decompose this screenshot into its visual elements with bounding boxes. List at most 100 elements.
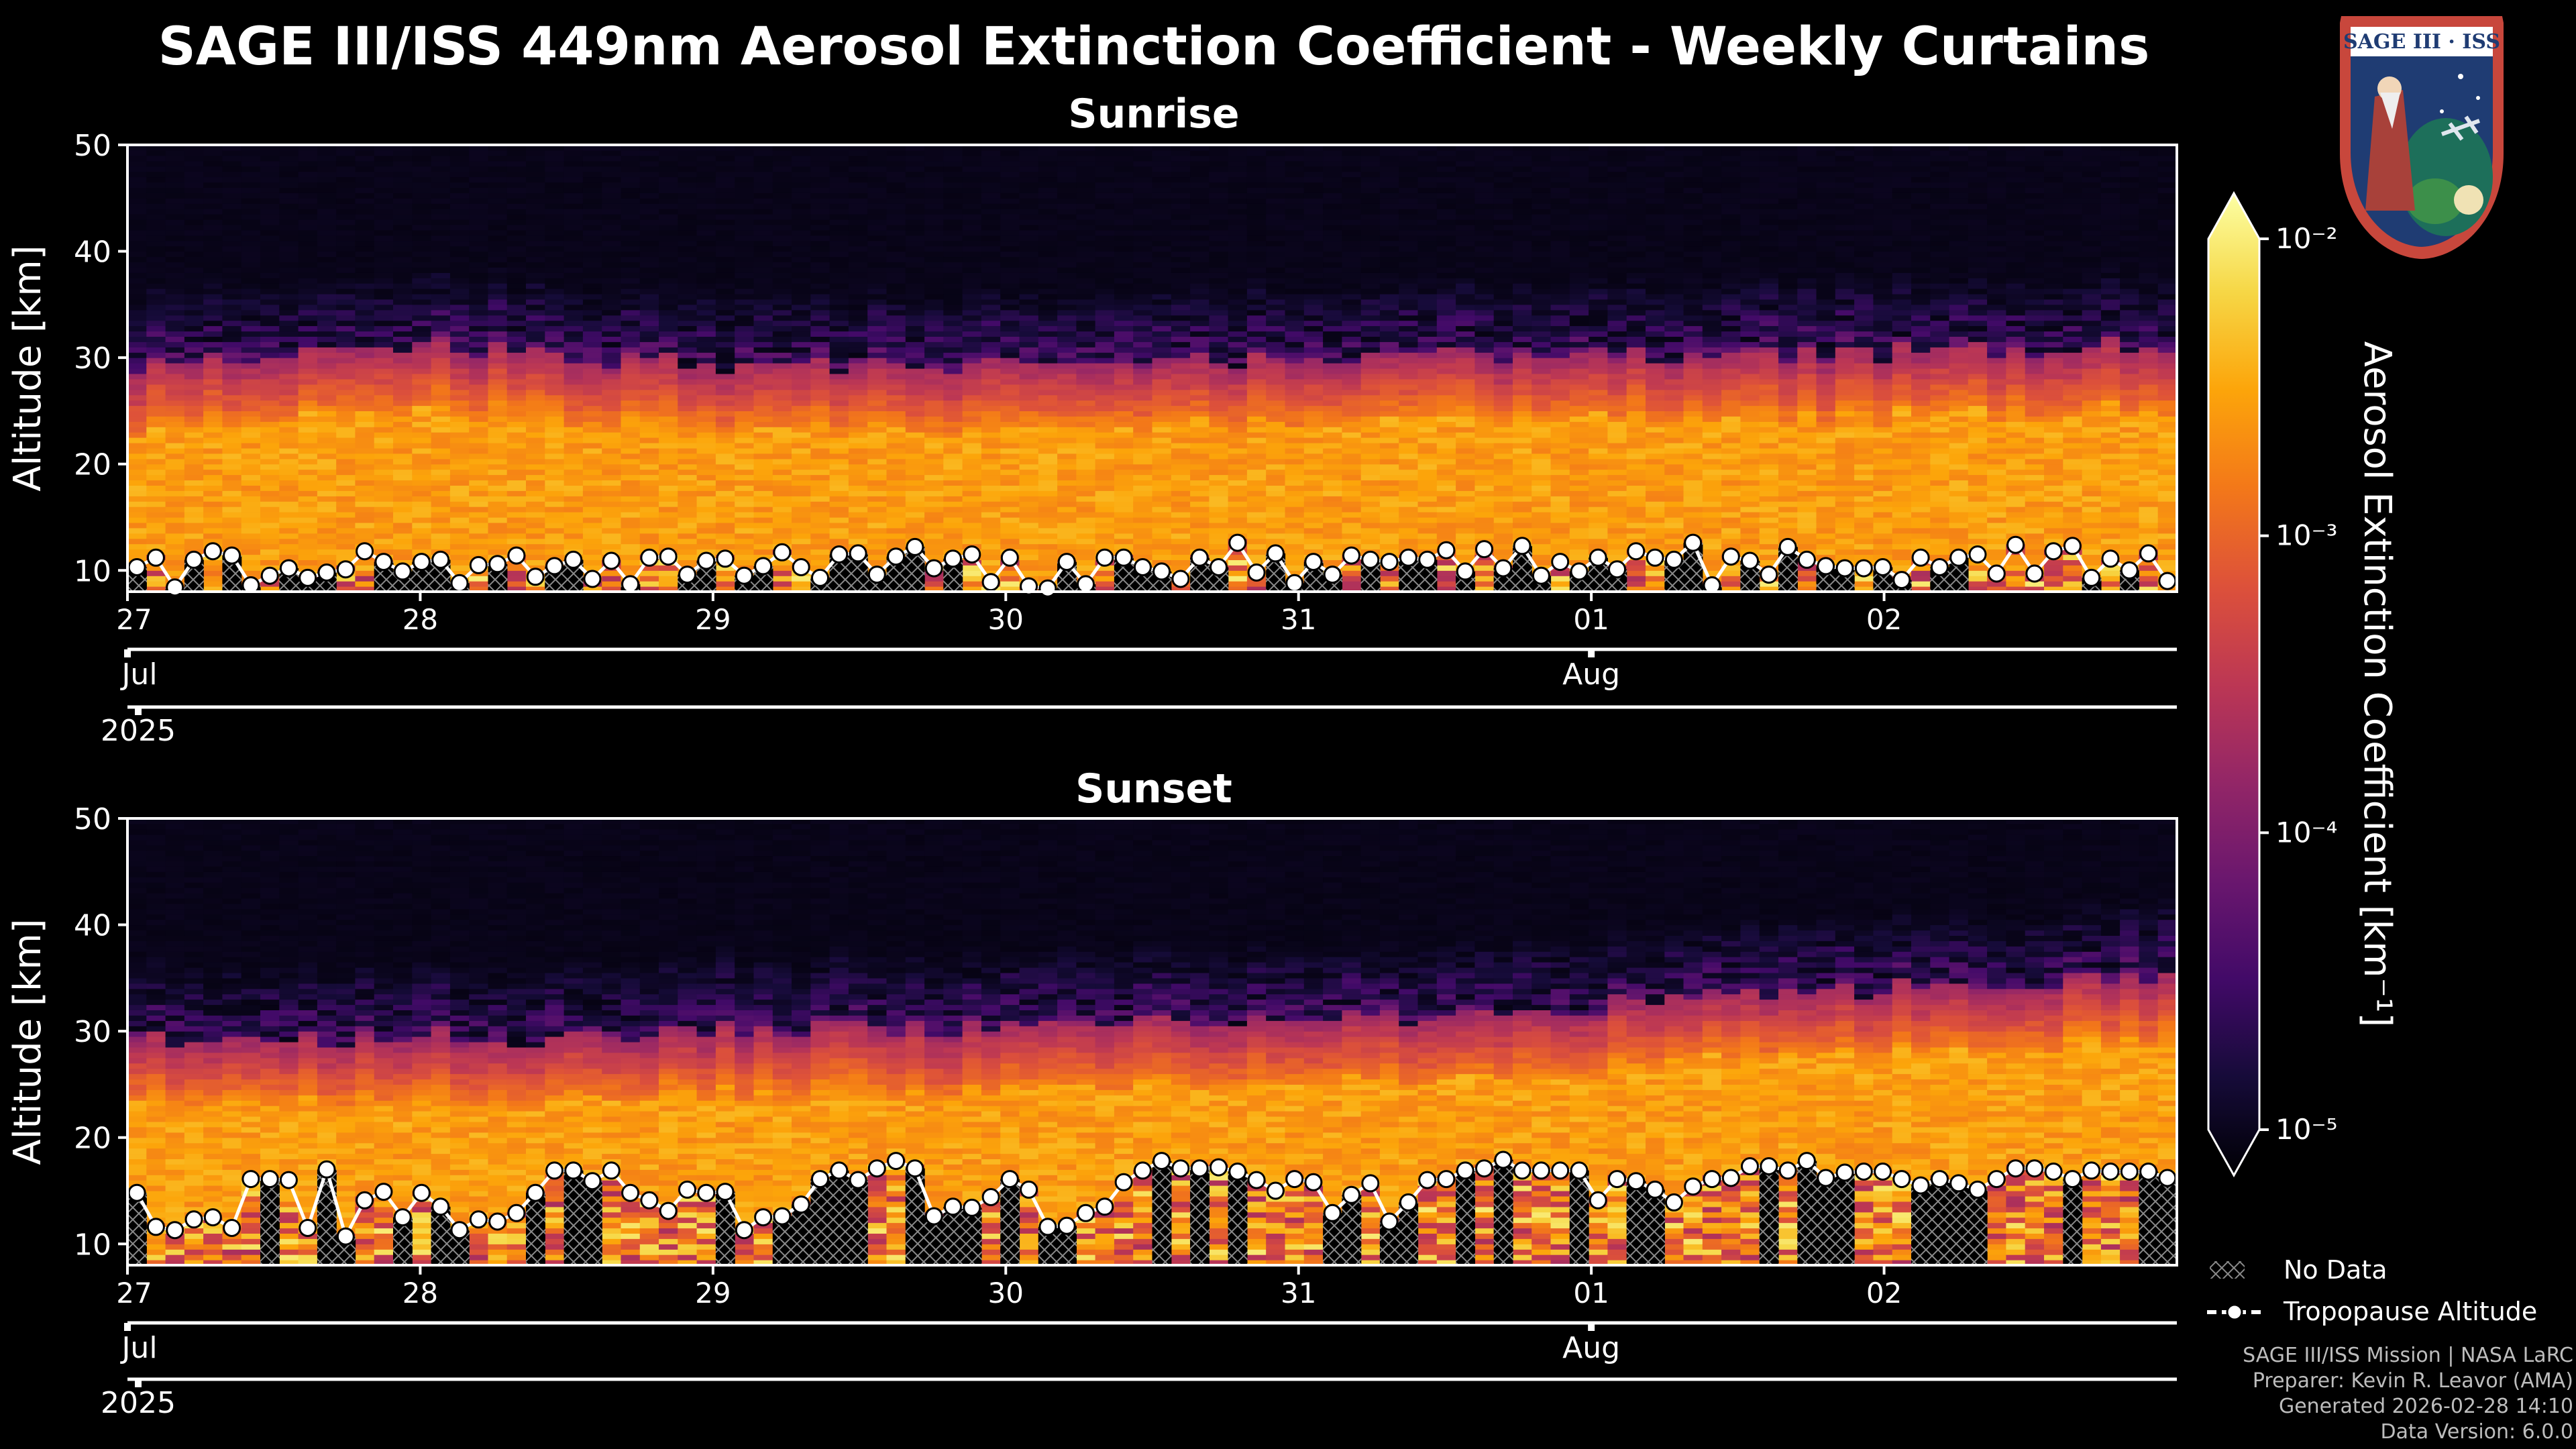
sunrise-heatmap-cell <box>848 416 868 422</box>
sunrise-heatmap-cell <box>1152 549 1172 555</box>
sunrise-heatmap-cell <box>203 485 223 491</box>
sunrise-heatmap-cell <box>1076 262 1096 268</box>
sunrise-heatmap-cell <box>829 283 849 289</box>
sunrise-heatmap-cell <box>222 517 242 523</box>
sunrise-heatmap-cell <box>639 416 659 422</box>
sunrise-heatmap-cell <box>639 182 659 188</box>
sunrise-heatmap-cell <box>792 458 811 465</box>
sunrise-heatmap-cell <box>659 235 678 241</box>
sunrise-heatmap-cell <box>526 543 545 550</box>
sunrise-heatmap-cell <box>412 469 432 476</box>
sunrise-heatmap-cell <box>1076 203 1096 209</box>
sunrise-heatmap-cell <box>602 182 622 188</box>
sunrise-heatmap-cell <box>924 145 944 151</box>
sunrise-heatmap-cell <box>393 538 413 545</box>
sunrise-heatmap-cell <box>772 187 792 193</box>
sunrise-heatmap-cell <box>924 533 944 539</box>
sunrise-heatmap-cell <box>1152 171 1172 178</box>
sunrise-heatmap-cell <box>336 405 356 411</box>
sunrise-heatmap-cell <box>336 358 356 364</box>
sunrise-heatmap-cell <box>1000 251 1020 258</box>
sunrise-heatmap-cell <box>298 219 318 225</box>
sunrise-heatmap-cell <box>260 538 280 545</box>
sunrise-heatmap-cell <box>1038 378 1058 385</box>
sunrise-heatmap-cell <box>1057 219 1077 225</box>
sunrise-heatmap-cell <box>564 347 584 353</box>
sunrise-heatmap-cell <box>449 309 470 316</box>
sunrise-heatmap-cell <box>715 262 735 268</box>
sunrise-heatmap-cell <box>1114 235 1134 241</box>
sunrise-heatmap-cell <box>1228 315 1248 321</box>
sunrise-heatmap-cell <box>165 267 185 273</box>
sunrise-heatmap-cell <box>279 405 299 411</box>
sunrise-heatmap-cell <box>981 549 1001 555</box>
sunrise-heatmap-cell <box>431 363 451 369</box>
sunrise-heatmap-cell <box>146 363 166 369</box>
sunrise-heatmap-cell <box>355 288 375 294</box>
sunrise-heatmap-cell <box>412 447 432 454</box>
sunrise-heatmap-cell <box>203 474 223 481</box>
sunrise-heatmap-cell <box>393 299 413 305</box>
sunrise-heatmap-cell <box>222 427 242 433</box>
sunrise-heatmap-cell <box>184 145 204 151</box>
sunrise-heatmap-cell <box>924 176 944 183</box>
sunrise-heatmap-cell <box>127 251 147 258</box>
sunrise-heatmap-cell <box>241 394 261 401</box>
sunrise-heatmap-cell <box>1152 347 1172 353</box>
sunrise-heatmap-cell <box>753 411 773 417</box>
sunrise-heatmap-cell <box>582 209 602 215</box>
sunrise-heatmap-cell <box>582 176 602 183</box>
sunrise-heatmap-cell <box>431 543 451 550</box>
sunrise-heatmap-cell <box>962 506 982 513</box>
sunrise-heatmap-cell <box>905 256 925 262</box>
sunrise-heatmap-cell <box>582 527 602 534</box>
sunrise-heatmap-cell <box>298 209 318 215</box>
sunrise-heatmap-cell <box>659 304 678 311</box>
sunrise-heatmap-cell <box>564 384 584 390</box>
sunrise-heatmap-cell <box>488 469 508 476</box>
sunrise-heatmap-cell <box>696 490 716 496</box>
sunrise-heatmap-cell <box>867 490 888 496</box>
sunrise-heatmap-cell <box>1019 187 1039 193</box>
sunrise-heatmap-cell <box>924 464 944 470</box>
sunrise-heatmap-cell <box>582 427 602 433</box>
sunrise-heatmap-cell <box>621 262 641 268</box>
sunrise-heatmap-cell <box>1095 262 1115 268</box>
sunrise-heatmap-cell <box>772 193 792 199</box>
sunrise-heatmap-cell <box>488 262 508 268</box>
sunrise-heatmap-cell <box>506 480 527 486</box>
sunrise-heatmap-cell <box>184 352 204 358</box>
sunrise-heatmap-cell <box>1076 394 1096 401</box>
sunrise-heatmap-cell <box>1019 229 1039 236</box>
sunrise-heatmap-cell <box>867 278 888 284</box>
sunrise-heatmap-cell <box>848 325 868 332</box>
sunrise-heatmap-cell <box>1076 453 1096 460</box>
sunrise-heatmap-cell <box>127 256 147 262</box>
sunrise-heatmap-cell <box>1076 209 1096 215</box>
sunrise-heatmap-cell <box>848 288 868 294</box>
sunrise-heatmap-cell <box>127 193 147 199</box>
sunrise-heatmap-cell <box>753 246 773 252</box>
sunrise-heatmap-cell <box>943 235 963 241</box>
sunrise-heatmap-cell <box>412 336 432 342</box>
sunrise-heatmap-cell <box>582 464 602 470</box>
sunrise-heatmap-cell <box>1057 427 1077 433</box>
sunrise-heatmap-cell <box>469 527 489 534</box>
sunrise-heatmap-cell <box>772 198 792 204</box>
sunrise-heatmap-cell <box>1152 145 1172 151</box>
sunrise-heatmap-cell <box>241 527 261 534</box>
sunrise-heatmap-cell <box>1228 581 1248 587</box>
sunrise-heatmap-cell <box>1019 283 1039 289</box>
sunrise-heatmap-cell <box>1057 490 1077 496</box>
sunrise-heatmap-cell <box>829 358 849 364</box>
sunrise-heatmap-cell <box>1000 565 1020 571</box>
sunrise-heatmap-cell <box>1114 347 1134 353</box>
sunrise-heatmap-cell <box>1246 432 1267 438</box>
sunrise-heatmap-cell <box>374 272 394 278</box>
sunrise-heatmap-cell <box>203 464 223 470</box>
sunrise-heatmap-cell <box>1152 182 1172 188</box>
sunrise-heatmap-cell <box>792 246 811 252</box>
sunrise-heatmap-cell <box>1209 299 1229 305</box>
sunrise-heatmap-cell <box>298 363 318 369</box>
sunrise-heatmap-cell <box>1095 411 1115 417</box>
